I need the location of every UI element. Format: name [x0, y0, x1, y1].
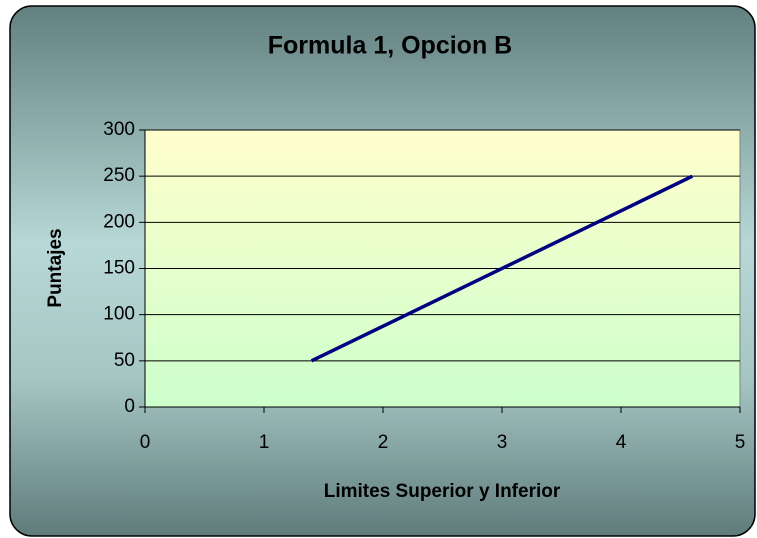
- x-tick-label: 3: [497, 432, 508, 453]
- y-tick-label: 0: [124, 396, 135, 417]
- y-tick-label: 100: [103, 304, 135, 325]
- y-tick-label: 250: [103, 165, 135, 186]
- y-tick-label: 50: [114, 350, 135, 371]
- data-line: [310, 174, 694, 363]
- x-axis-label: Limites Superior y Inferior: [324, 481, 561, 502]
- x-tick-label: 2: [378, 432, 389, 453]
- x-tick-label: 5: [735, 432, 746, 453]
- x-tick-label: 1: [259, 432, 270, 453]
- chart-title: Formula 1, Opcion B: [268, 32, 512, 60]
- y-tick-label: 300: [103, 119, 135, 140]
- y-tick-label: 200: [103, 211, 135, 232]
- x-tick-label: 4: [616, 432, 627, 453]
- x-tick-label: 0: [140, 432, 151, 453]
- y-axis-label: Puntajes: [45, 228, 66, 307]
- y-tick-label: 150: [103, 258, 135, 279]
